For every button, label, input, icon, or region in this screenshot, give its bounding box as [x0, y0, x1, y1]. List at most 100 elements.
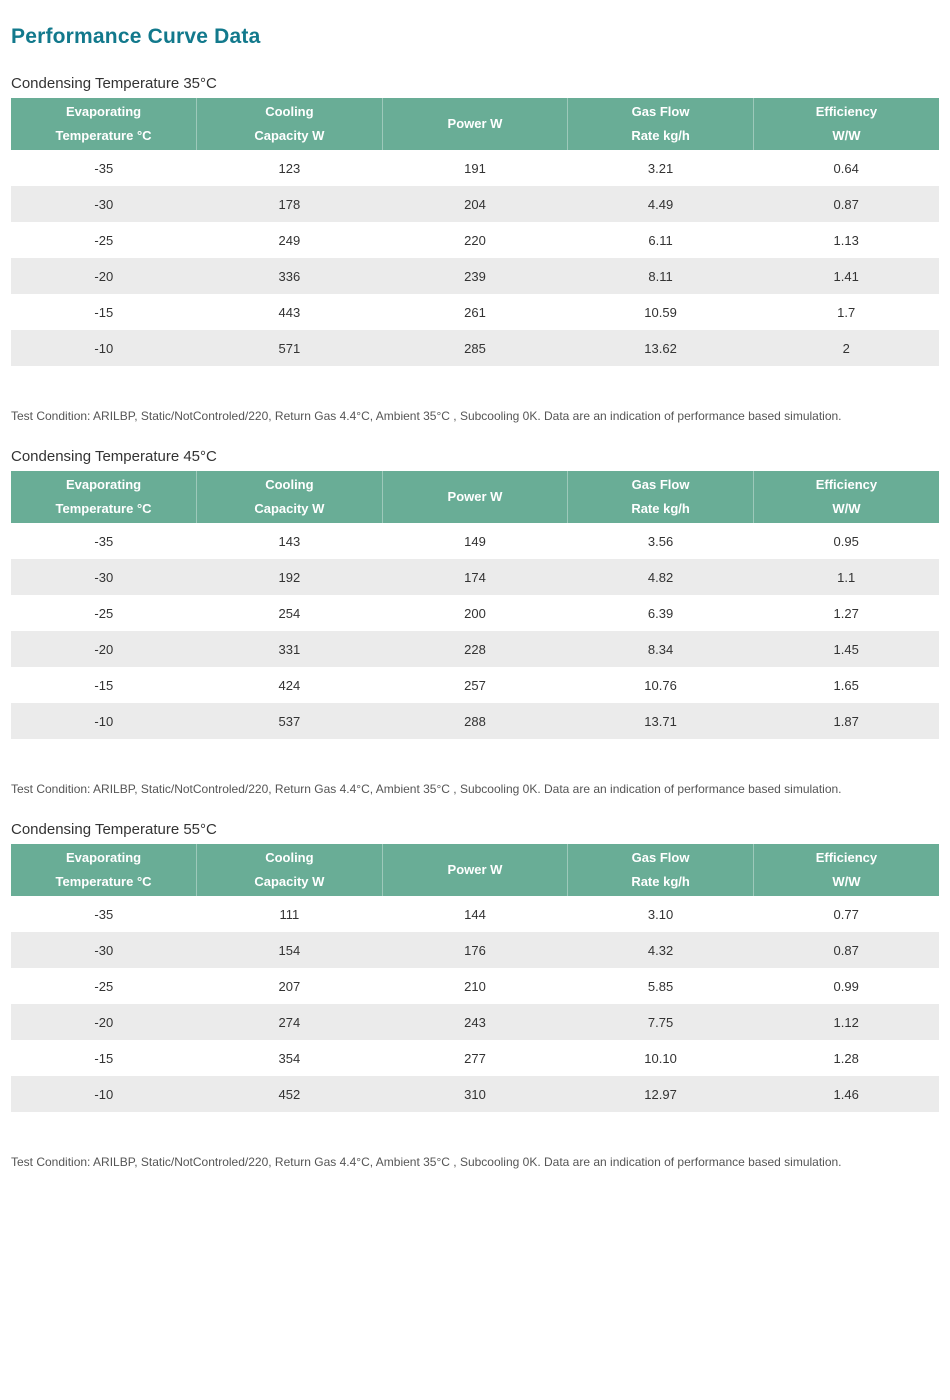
table-cell: -20: [94, 641, 114, 657]
section-condensing-55: Condensing Temperature 55°C Evaporating …: [11, 821, 939, 1170]
table-cell: -25: [94, 978, 114, 994]
table-cell: -35: [94, 533, 114, 549]
table-cell: 1.12: [833, 1014, 859, 1030]
table-cell: 1.41: [833, 268, 859, 284]
table-cell: 10.10: [644, 1050, 677, 1066]
column-header-efficiency: Efficiency W/W: [752, 844, 939, 896]
table-row: -35 111 144 3.10 0.77: [11, 896, 939, 932]
table-cell: 228: [464, 641, 486, 657]
table-cell: -25: [94, 605, 114, 621]
page-title: Performance Curve Data: [11, 25, 261, 48]
table-cell: -20: [94, 268, 114, 284]
table-cell: 0.87: [833, 942, 859, 958]
table-cell: 3.10: [647, 906, 674, 922]
table-row: -10 537 288 13.71 1.87: [11, 703, 939, 739]
column-header-line: W/W: [832, 501, 861, 516]
column-header-cooling-capacity: Cooling Capacity W: [196, 844, 383, 896]
table-cell: 443: [278, 304, 301, 320]
column-header-line: Power W: [447, 116, 503, 131]
table-cell: 13.71: [644, 713, 677, 729]
column-header-evaporating-temperature: Evaporating Temperature °C: [11, 471, 197, 523]
section-heading-35: Condensing Temperature 35°C: [11, 75, 217, 92]
table-cell: -30: [94, 569, 114, 585]
table-row: -20 331 228 8.34 1.45: [11, 631, 939, 667]
table-cell: -10: [94, 340, 114, 356]
column-header-gas-flow-rate: Gas Flow Rate kg/h: [567, 471, 754, 523]
test-condition-note: Test Condition: ARILBP, Static/NotContro…: [11, 1155, 842, 1169]
table-cell: 0.87: [833, 196, 859, 212]
table-cell: 174: [464, 569, 486, 585]
table-cell: 1.65: [833, 677, 859, 693]
table-row: -20 274 243 7.75 1.12: [11, 1004, 939, 1040]
table-cell: 207: [278, 978, 301, 994]
table-cell: 10.59: [644, 304, 677, 320]
section-heading-45: Condensing Temperature 45°C: [11, 448, 217, 465]
column-header-power: Power W: [381, 471, 568, 523]
table-cell: 1.7: [837, 304, 856, 320]
column-header-line: Evaporating: [65, 477, 142, 492]
column-header-power: Power W: [381, 844, 568, 896]
table-cell: -25: [94, 232, 114, 248]
column-header-line: Temperature °C: [55, 128, 152, 143]
table-cell: 1.13: [833, 232, 859, 248]
column-header-line: Evaporating: [65, 104, 142, 119]
table-cell: -35: [94, 906, 114, 922]
table-cell: 1.27: [833, 605, 859, 621]
table-body: -35 143 149 3.56 0.95 -30 192 174 4.82 1.1 -25 254 2…: [11, 523, 939, 739]
table-header-row: Evaporating Temperature °C Cooling Capac…: [11, 471, 939, 523]
table-cell: 123: [278, 160, 301, 176]
table-cell: 3.56: [647, 533, 674, 549]
column-header-line: Rate kg/h: [631, 128, 690, 143]
column-header-line: Gas Flow: [631, 104, 690, 119]
table-cell: 537: [278, 713, 301, 729]
column-header-line: Power W: [447, 489, 503, 504]
column-header-line: Gas Flow: [631, 850, 690, 865]
column-header-line: Temperature °C: [55, 501, 152, 516]
table-cell: 1.45: [833, 641, 859, 657]
table-cell: 220: [464, 232, 486, 248]
table-cell: 111: [279, 906, 300, 922]
section-condensing-35: Condensing Temperature 35°C Evaporating …: [11, 75, 939, 424]
table-cell: 12.97: [644, 1086, 677, 1102]
table-row: -25 249 220 6.11 1.13: [11, 222, 939, 258]
column-header-line: Efficiency: [815, 850, 878, 865]
table-row: -35 123 191 3.21 0.64: [11, 150, 939, 186]
table-cell: 3.21: [647, 160, 674, 176]
table-cell: 0.99: [833, 978, 859, 994]
table-cell: 6.39: [647, 605, 674, 621]
column-header-gas-flow-rate: Gas Flow Rate kg/h: [567, 844, 754, 896]
table-row: -25 207 210 5.85 0.99: [11, 968, 939, 1004]
column-header-line: Cooling: [265, 850, 314, 865]
column-header-evaporating-temperature: Evaporating Temperature °C: [11, 98, 197, 150]
column-header-line: Cooling: [265, 104, 314, 119]
column-header-efficiency: Efficiency W/W: [752, 98, 939, 150]
table-cell: 354: [278, 1050, 301, 1066]
table-row: -20 336 239 8.11 1.41: [11, 258, 939, 294]
table-cell: -30: [94, 196, 114, 212]
table-cell: 2: [842, 340, 850, 356]
table-cell: -30: [94, 942, 114, 958]
column-header-line: Evaporating: [65, 850, 142, 865]
table-cell: -10: [94, 713, 114, 729]
table-row: -10 452 310 12.97 1.46: [11, 1076, 939, 1112]
table-cell: 6.11: [648, 232, 673, 248]
table-header-row: Evaporating Temperature °C Cooling Capac…: [11, 98, 939, 150]
table-cell: 310: [464, 1086, 486, 1102]
table-row: -10 571 285 13.62 2: [11, 330, 939, 366]
table-header-row: Evaporating Temperature °C Cooling Capac…: [11, 844, 939, 896]
table-cell: 8.11: [648, 268, 673, 284]
table-cell: 277: [464, 1050, 486, 1066]
performance-table-35: Evaporating Temperature °C Cooling Capac…: [11, 98, 939, 366]
column-header-efficiency: Efficiency W/W: [752, 471, 939, 523]
table-cell: 288: [464, 713, 486, 729]
section-heading-55: Condensing Temperature 55°C: [11, 821, 217, 838]
table-cell: -35: [94, 160, 114, 176]
table-cell: 143: [278, 533, 301, 549]
column-header-line: Rate kg/h: [631, 501, 690, 516]
table-cell: 257: [464, 677, 486, 693]
column-header-line: Capacity W: [254, 128, 325, 143]
column-header-gas-flow-rate: Gas Flow Rate kg/h: [567, 98, 754, 150]
table-cell: 4.49: [647, 196, 674, 212]
table-cell: 243: [464, 1014, 486, 1030]
table-cell: -15: [94, 677, 114, 693]
